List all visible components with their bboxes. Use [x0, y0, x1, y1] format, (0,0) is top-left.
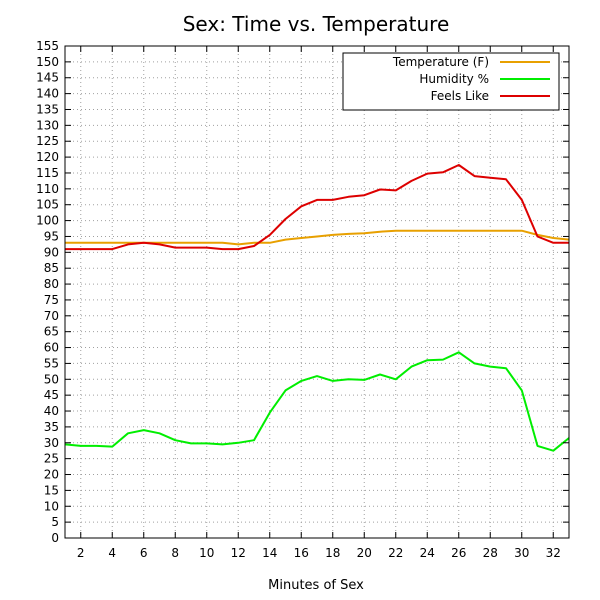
y-tick-label: 95 — [44, 229, 59, 243]
y-tick-label: 45 — [44, 388, 59, 402]
x-tick-label: 22 — [388, 546, 403, 560]
x-tick-label: 32 — [546, 546, 561, 560]
x-tick-label: 24 — [420, 546, 435, 560]
y-tick-label: 30 — [44, 436, 59, 450]
y-tick-label: 105 — [36, 198, 59, 212]
y-tick-label: 100 — [36, 214, 59, 228]
y-tick-label: 25 — [44, 452, 59, 466]
y-tick-label: 20 — [44, 468, 59, 482]
y-tick-label: 35 — [44, 420, 59, 434]
y-tick-label: 145 — [36, 71, 59, 85]
y-tick-label: 115 — [36, 166, 59, 180]
x-tick-label: 18 — [325, 546, 340, 560]
x-tick-label: 6 — [140, 546, 148, 560]
y-tick-label: 140 — [36, 87, 59, 101]
ticks: 0510152025303540455055606570758085909510… — [36, 39, 569, 560]
x-tick-label: 30 — [514, 546, 529, 560]
series-lines — [64, 164, 570, 452]
y-tick-label: 85 — [44, 261, 59, 275]
y-tick-label: 15 — [44, 483, 59, 497]
y-tick-label: 110 — [36, 182, 59, 196]
y-tick-label: 150 — [36, 55, 59, 69]
y-tick-label: 60 — [44, 341, 59, 355]
x-axis-label: Minutes of Sex — [268, 578, 364, 593]
plot-frame — [64, 45, 570, 539]
y-tick-label: 50 — [44, 372, 59, 386]
y-tick-label: 155 — [36, 39, 59, 53]
y-tick-label: 55 — [44, 356, 59, 370]
x-tick-label: 8 — [171, 546, 179, 560]
y-tick-label: 70 — [44, 309, 59, 323]
legend-label: Humidity % — [419, 72, 489, 86]
y-tick-label: 130 — [36, 118, 59, 132]
legend-label: Feels Like — [431, 89, 489, 103]
series-line-feels-like — [65, 164, 569, 251]
x-tick-label: 16 — [294, 546, 309, 560]
x-tick-label: 2 — [77, 546, 85, 560]
grid — [65, 46, 569, 538]
y-tick-label: 10 — [44, 499, 59, 513]
series-line-humidity — [64, 351, 570, 452]
x-tick-label: 28 — [483, 546, 498, 560]
x-tick-label: 26 — [451, 546, 466, 560]
y-tick-label: 90 — [44, 245, 59, 259]
x-tick-label: 20 — [357, 546, 372, 560]
y-tick-label: 40 — [44, 404, 59, 418]
x-tick-label: 10 — [199, 546, 214, 560]
chart-title: Sex: Time vs. Temperature — [183, 12, 450, 36]
y-tick-label: 135 — [36, 102, 59, 116]
y-tick-label: 120 — [36, 150, 59, 164]
y-tick-label: 125 — [36, 134, 59, 148]
y-tick-label: 0 — [51, 531, 59, 545]
y-tick-label: 5 — [51, 515, 59, 529]
x-tick-label: 14 — [262, 546, 277, 560]
x-tick-label: 12 — [231, 546, 246, 560]
legend-label: Temperature (F) — [392, 55, 489, 69]
y-tick-label: 80 — [44, 277, 59, 291]
x-tick-label: 4 — [108, 546, 116, 560]
y-tick-label: 75 — [44, 293, 59, 307]
y-tick-label: 65 — [44, 325, 59, 339]
legend: Temperature (F) Humidity % Feels Like — [342, 52, 560, 111]
